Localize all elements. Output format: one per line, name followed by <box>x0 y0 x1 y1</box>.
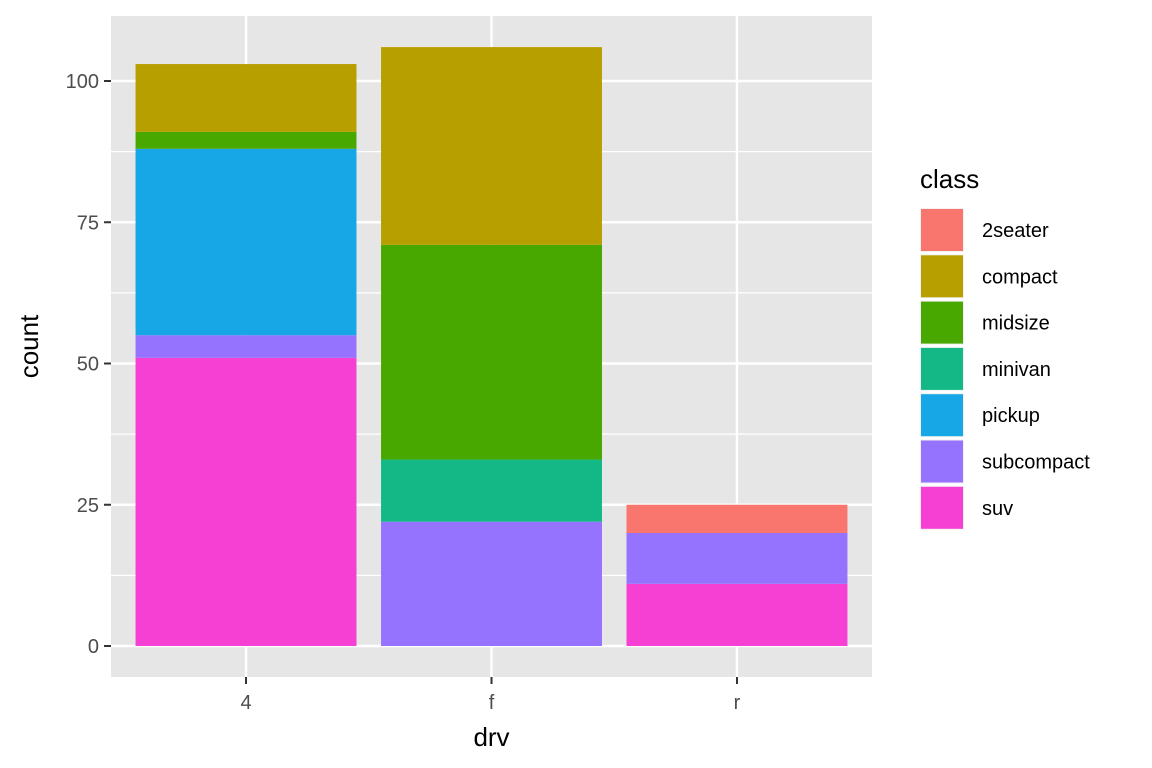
bar-segment-f-compact <box>381 47 602 245</box>
legend-key-midsize <box>921 301 963 344</box>
y-tick-label: 50 <box>77 354 99 376</box>
x-tick-label: 4 <box>240 692 251 714</box>
legend-label-minivan: minivan <box>982 359 1051 381</box>
legend: class 2seater compact midsize minivan pickup… <box>920 164 1090 530</box>
legend-label-midsize: midsize <box>982 313 1050 335</box>
bar-stacks <box>135 47 848 646</box>
bar-segment-f-minivan <box>381 459 602 522</box>
bar-segment-4-compact <box>135 64 357 132</box>
legend-key-suv <box>921 486 963 529</box>
bar-segment-4-pickup <box>135 148 357 336</box>
legend-label-2seater: 2seater <box>982 220 1049 242</box>
legend-key-2seater <box>921 209 963 251</box>
x-axis: 4 f r <box>240 677 741 714</box>
bar-segment-r-suv <box>626 583 848 646</box>
legend-key-pickup <box>921 394 963 437</box>
legend-label-suv: suv <box>982 498 1013 520</box>
legend-title: class <box>920 164 979 194</box>
legend-label-compact: compact <box>982 266 1058 288</box>
x-tick-label: r <box>734 692 741 714</box>
y-tick-label: 100 <box>66 71 99 93</box>
bar-segment-r-subcompact <box>626 533 848 584</box>
legend-label-subcompact: subcompact <box>982 452 1090 474</box>
y-axis: 0 25 50 75 100 <box>66 71 111 658</box>
y-tick-label: 25 <box>77 495 99 517</box>
x-tick-label: f <box>489 692 495 714</box>
y-axis-title: count <box>14 314 44 378</box>
bar-segment-4-suv <box>135 357 357 646</box>
bar-segment-f-subcompact <box>381 521 602 646</box>
legend-key-compact <box>921 255 963 298</box>
y-tick-label: 75 <box>77 212 99 234</box>
bar-segment-4-midsize <box>135 131 357 149</box>
y-tick-label: 0 <box>88 636 99 658</box>
legend-key-minivan <box>921 347 963 390</box>
bar-segment-f-midsize <box>381 244 602 460</box>
x-axis-title: drv <box>473 722 509 752</box>
bar-segment-r-2seater <box>626 504 848 533</box>
legend-key-subcompact <box>921 440 963 483</box>
legend-label-pickup: pickup <box>982 405 1040 427</box>
bar-segment-4-subcompact <box>135 335 357 358</box>
